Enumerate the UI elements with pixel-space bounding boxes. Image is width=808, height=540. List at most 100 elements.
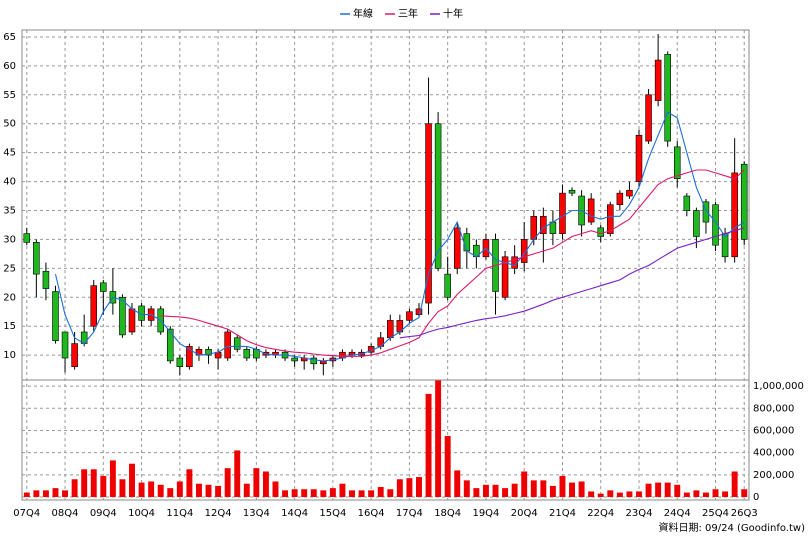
volume-bar <box>291 489 298 497</box>
candle-body <box>597 227 604 237</box>
volume-bar <box>521 471 528 497</box>
x-tick-label: 13Q4 <box>243 508 270 519</box>
candle-body <box>607 204 614 234</box>
x-tick-label: 20Q4 <box>511 508 538 519</box>
volume-bar <box>712 489 719 497</box>
volume-bar <box>310 489 317 497</box>
candle-body <box>673 146 681 179</box>
plot-frame <box>21 29 750 501</box>
moving-average-line <box>160 169 745 357</box>
y-tick-label: 60 <box>3 61 16 72</box>
candle-body <box>23 233 31 243</box>
candle-body <box>712 204 719 246</box>
y-tick-label: 25 <box>3 263 16 274</box>
volume-bar <box>196 483 202 497</box>
volume-bar <box>282 490 289 497</box>
volume-bar <box>425 393 432 497</box>
candle-body <box>530 215 538 240</box>
volume-bar <box>329 488 336 497</box>
volume-bar <box>473 488 480 497</box>
moving-average-line <box>399 227 745 339</box>
volume-tick-label: 400,000 <box>753 448 794 459</box>
x-tick-label: 17Q4 <box>396 508 423 519</box>
candle-body <box>406 311 413 321</box>
candle-body <box>654 59 662 101</box>
volume-tick-label: 200,000 <box>753 470 794 481</box>
volume-bar <box>186 469 193 497</box>
volume-bar <box>358 490 365 497</box>
y-tick-label: 20 <box>3 292 16 303</box>
volume-bar <box>148 481 155 497</box>
data-date-note: 資料日期: 09/24 (Goodinfo.tw) <box>658 521 805 534</box>
volume-bar <box>42 490 49 497</box>
x-tick-label: 15Q4 <box>319 508 346 519</box>
x-tick-label: 22Q4 <box>587 508 614 519</box>
volume-bar <box>23 492 30 497</box>
x-tick-label: 10Q4 <box>128 508 155 519</box>
candle-body <box>740 163 748 240</box>
volume-bar <box>626 491 633 497</box>
volume-bar <box>119 479 126 497</box>
volume-bar <box>502 488 509 497</box>
candle-body <box>186 346 193 367</box>
candle-body <box>233 337 241 350</box>
volume-bar <box>683 492 690 497</box>
candle-body <box>635 134 643 182</box>
volume-bar <box>674 484 681 497</box>
candle-body <box>444 273 451 298</box>
volume-bar <box>549 485 556 497</box>
candle-body <box>176 357 184 367</box>
candle-body <box>702 201 710 223</box>
candle-body <box>645 94 652 142</box>
candle-body <box>693 210 700 237</box>
volume-bar <box>234 450 241 497</box>
candle-body <box>128 308 136 333</box>
y-tick-label: 65 <box>3 32 16 43</box>
volume-tick-label: 1,000,000 <box>753 381 804 392</box>
y-tick-label: 35 <box>3 205 16 216</box>
volume-bar <box>349 490 355 497</box>
volume-bar <box>205 484 212 497</box>
y-tick-label: 50 <box>3 119 16 130</box>
x-tick-label: 26Q3 <box>731 508 758 519</box>
candle-body <box>587 198 595 223</box>
moving-average-line <box>54 111 745 362</box>
candle-body <box>224 331 231 359</box>
volume-bar <box>243 483 250 497</box>
volume-bar <box>588 491 595 497</box>
x-tick-label: 12Q4 <box>205 508 232 519</box>
candle-body <box>415 308 423 315</box>
volume-tick-label: 800,000 <box>753 403 794 414</box>
volume-bar <box>607 490 614 497</box>
candle-body <box>387 320 394 339</box>
volume-bar <box>540 480 547 497</box>
volume-bar <box>444 436 451 497</box>
candle-body <box>626 189 633 197</box>
volume-bar <box>530 480 537 497</box>
volume-bar <box>396 479 403 497</box>
candle-body <box>683 195 691 211</box>
x-tick-label: 21Q4 <box>549 508 576 519</box>
x-tick-label: 25Q4 <box>702 508 729 519</box>
volume-bar <box>578 481 585 497</box>
candle-body <box>100 282 107 292</box>
volume-bar <box>463 480 470 497</box>
candle-body <box>540 215 547 234</box>
volume-bar <box>655 482 662 497</box>
candle-body <box>119 296 126 336</box>
candle-body <box>310 357 318 365</box>
candle-body <box>291 357 298 362</box>
candle-body <box>42 270 50 289</box>
candle-body <box>61 331 69 359</box>
legend-label: 十年 <box>443 7 463 20</box>
volume-bar <box>320 490 327 497</box>
candle-body <box>71 343 78 367</box>
volume-bar <box>597 493 604 497</box>
y-tick-label: 40 <box>3 177 16 188</box>
candle-body <box>463 233 471 252</box>
volume-bar <box>569 482 575 497</box>
volume-bar <box>253 468 260 497</box>
volume-bar <box>482 484 489 497</box>
candle-body <box>434 123 442 269</box>
